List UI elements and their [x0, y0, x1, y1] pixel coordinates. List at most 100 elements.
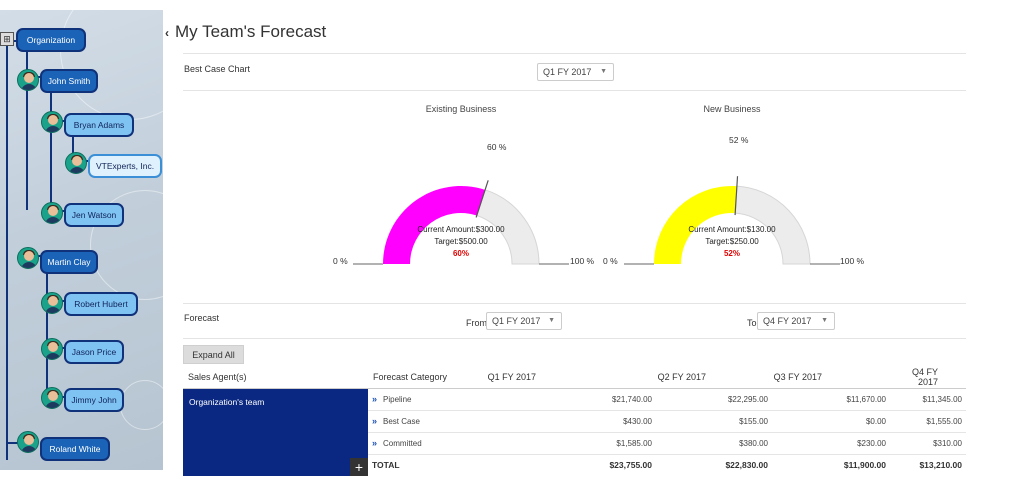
collapse-panel-icon[interactable]: ‹ — [165, 26, 169, 40]
value-cell: $310.00 — [890, 432, 966, 455]
tree-node-vtexperts[interactable]: VTExperts, Inc. — [88, 154, 162, 178]
tree-connector — [26, 52, 28, 210]
tree-node-label: VTExperts, Inc. — [95, 161, 155, 171]
table-row: Organization's team + » Pipeline $21,740.… — [183, 388, 966, 476]
avatar-icon — [17, 69, 39, 91]
tree-node-label: Jason Price — [71, 347, 117, 357]
forecast-to-select[interactable]: Q4 FY 2017 ▼ — [757, 312, 835, 330]
value-cell: $155.00 — [656, 410, 772, 433]
background-decoration — [120, 380, 163, 430]
avatar-icon — [41, 111, 63, 133]
avatar-icon — [41, 202, 63, 224]
total-cell: $13,210.00 — [919, 460, 962, 471]
table-header-row: Sales Agent(s) Forecast Category Q1 FY 2… — [183, 366, 966, 389]
value-cell: $11,670.00 — [772, 388, 890, 411]
tree-node-martin-clay[interactable]: Martin Clay — [40, 250, 98, 274]
best-case-period-select[interactable]: Q1 FY 2017 ▼ — [537, 63, 614, 81]
divider — [183, 303, 966, 304]
gauge-max-label: 100 % — [570, 256, 595, 266]
table-row: » Best Case $430.00 $155.00 $0.00 $1,555.… — [183, 410, 966, 433]
tree-node-robert-hubert[interactable]: Robert Hubert — [64, 292, 138, 316]
existing-business-gauge — [353, 180, 569, 265]
tree-node-label: Robert Hubert — [74, 299, 128, 309]
tree-node-roland-white[interactable]: Roland White — [40, 437, 110, 461]
value-cell: $11,345.00 — [890, 388, 966, 411]
column-header: Forecast Category — [368, 366, 486, 389]
tree-node-organization[interactable]: Organization — [16, 28, 86, 52]
gauge-title: New Business — [703, 104, 761, 114]
gauge-value-arc — [654, 186, 737, 264]
expand-all-button[interactable]: Expand All — [183, 345, 244, 364]
tree-connector — [6, 40, 8, 460]
value-cell: $0.00 — [772, 410, 890, 433]
avatar-icon — [65, 152, 87, 174]
tree-node-label: Jimmy John — [71, 395, 117, 405]
tree-node-label: Martin Clay — [47, 257, 91, 267]
category-cell[interactable]: » Committed — [368, 432, 486, 455]
category-label: Committed — [383, 439, 422, 448]
double-chevron-right-icon: » — [372, 438, 378, 448]
tree-node-jimmy-john[interactable]: Jimmy John — [64, 388, 124, 412]
tree-node-label: Bryan Adams — [73, 120, 125, 130]
divider — [183, 338, 966, 339]
tree-connector — [46, 268, 48, 398]
chevron-down-icon: ▼ — [821, 317, 828, 324]
org-chart-icon[interactable]: ⊞ — [0, 32, 14, 46]
double-chevron-right-icon: » — [372, 394, 378, 404]
avatar-icon — [17, 247, 39, 269]
team-label: Organization's team — [189, 396, 265, 407]
double-chevron-right-icon: » — [372, 416, 378, 426]
total-cell: $11,900.00 — [843, 460, 886, 471]
forecast-from-select[interactable]: Q1 FY 2017 ▼ — [486, 312, 562, 330]
avatar-icon — [17, 431, 39, 453]
select-value: Q1 FY 2017 — [543, 67, 592, 77]
gauge-percent: 52% — [723, 249, 740, 258]
category-label: Best Case — [383, 417, 420, 426]
to-label: To — [747, 318, 757, 328]
tree-connector — [50, 88, 52, 210]
background-decoration — [60, 10, 163, 120]
gauge-value-arc — [383, 185, 486, 264]
tree-node-john-smith[interactable]: John Smith — [40, 69, 98, 93]
avatar-icon — [41, 387, 63, 409]
gauge-min-label: 0 % — [603, 256, 618, 266]
gauge-remaining-arc — [476, 189, 540, 265]
select-value: Q1 FY 2017 — [492, 316, 541, 326]
table-total-row: TOTAL $23,755.00 $22,830.00 $11,900.00 $… — [183, 454, 966, 476]
category-label: Pipeline — [383, 395, 412, 404]
chevron-down-icon: ▼ — [548, 317, 555, 324]
expand-plus-icon[interactable]: + — [350, 458, 368, 476]
gauge-percent: 60% — [452, 249, 469, 258]
tree-connector — [72, 132, 74, 162]
value-cell: $230.00 — [772, 432, 890, 455]
gauge-target: Target:$250.00 — [705, 237, 759, 246]
page-title: My Team's Forecast — [175, 22, 327, 41]
divider — [183, 53, 966, 54]
tree-node-bryan-adams[interactable]: Bryan Adams — [64, 113, 134, 137]
forecast-label: Forecast — [184, 313, 220, 323]
gauge-current-amount: Current Amount:$300.00 — [417, 225, 505, 234]
tree-node-jason-price[interactable]: Jason Price — [64, 340, 124, 364]
category-cell[interactable]: » Pipeline — [368, 388, 486, 411]
column-header: Q2 FY 2017 — [656, 366, 772, 389]
tree-node-jen-watson[interactable]: Jen Watson — [64, 203, 124, 227]
org-tree-panel: ⊞ Organization John Smith Bryan Adams VT… — [0, 10, 163, 470]
best-case-chart-label: Best Case Chart — [184, 64, 251, 74]
value-cell: $380.00 — [656, 432, 772, 455]
category-cell[interactable]: » Best Case — [368, 410, 486, 433]
column-header: Q1 FY 2017 — [486, 366, 656, 389]
select-value: Q4 FY 2017 — [763, 316, 812, 326]
new-business-gauge — [624, 176, 840, 265]
total-cell: $22,830.00 — [725, 460, 768, 471]
avatar-icon — [41, 292, 63, 314]
value-cell: $1,585.00 — [486, 432, 656, 455]
tree-node-label: Organization — [26, 35, 76, 45]
tree-connector — [6, 442, 20, 444]
from-label: From — [466, 318, 487, 328]
avatar-icon — [41, 338, 63, 360]
team-cell[interactable]: Organization's team + — [183, 388, 368, 476]
gauge-current-amount: Current Amount:$130.00 — [688, 225, 776, 234]
column-header: Q4 FY 2017 — [890, 366, 966, 389]
value-cell: $1,555.00 — [890, 410, 966, 433]
gauge-needle — [475, 180, 489, 218]
